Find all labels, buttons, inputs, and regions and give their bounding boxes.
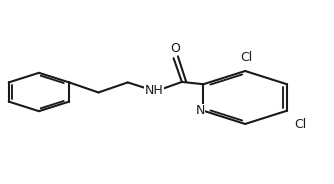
Text: Cl: Cl <box>294 118 306 131</box>
Text: N: N <box>195 104 205 117</box>
Text: NH: NH <box>145 84 163 97</box>
Text: Cl: Cl <box>240 51 252 64</box>
Text: O: O <box>170 42 180 55</box>
